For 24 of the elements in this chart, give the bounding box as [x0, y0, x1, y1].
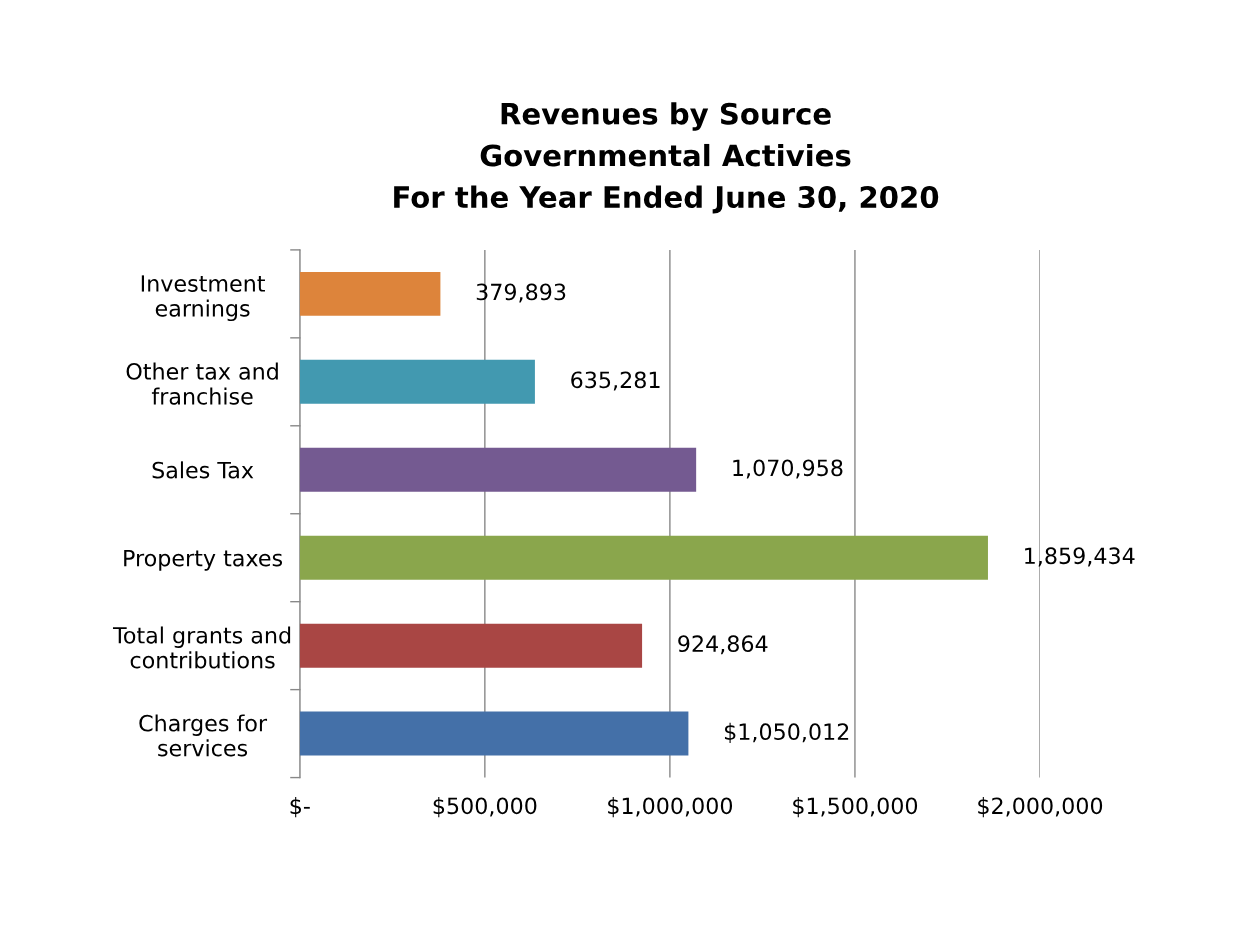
x-tick-label: $500,000 — [433, 797, 537, 818]
data-label: 1,859,434 — [1025, 547, 1135, 567]
y-tick-label: Investment earnings — [141, 275, 265, 322]
x-tick-label: $1,500,000 — [793, 797, 918, 818]
data-label: 1,070,958 — [733, 459, 843, 479]
bar — [299, 623, 643, 668]
bar — [299, 359, 535, 404]
y-tick-label: Charges for services — [139, 714, 268, 757]
chart-title: Revenues by Source Governmental Activies For the Year Ended June 30, 2020 — [394, 102, 939, 214]
bar — [299, 271, 441, 316]
y-tick-label: Sales Tax — [152, 461, 254, 479]
x-tick-label: $1,000,000 — [608, 797, 733, 818]
data-label: 924,864 — [678, 635, 768, 655]
y-tick-label: Property taxes — [124, 549, 283, 571]
bar — [299, 447, 697, 492]
y-tick-label: Total grants and contributions — [112, 626, 291, 669]
x-tick-label: $- — [290, 797, 310, 818]
y-tick-label: Other tax and franchise — [126, 362, 278, 405]
bar — [299, 711, 689, 756]
data-label: 635,281 — [571, 371, 660, 391]
x-tick-label: $2,000,000 — [978, 797, 1103, 818]
bar — [299, 535, 988, 580]
data-label: 379,893 — [476, 283, 566, 303]
data-label: $1,050,012 — [724, 722, 849, 743]
